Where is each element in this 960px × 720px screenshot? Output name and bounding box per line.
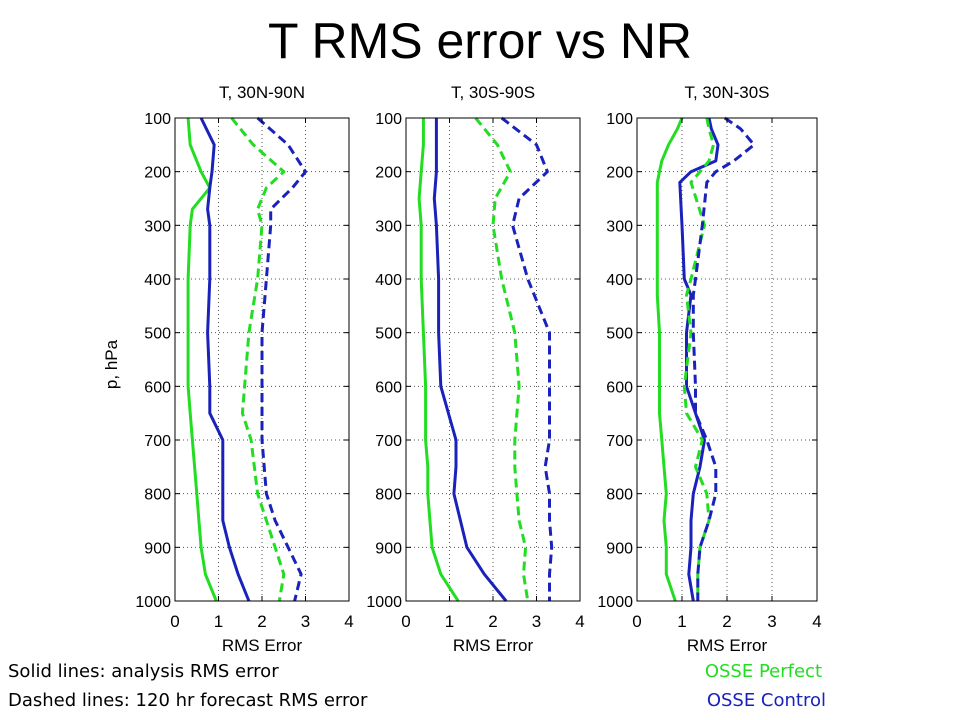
y-tick-label: 700 <box>144 433 171 450</box>
y-tick-label: 800 <box>375 487 402 504</box>
x-tick-label: 2 <box>488 612 497 631</box>
solid-line-osse-perfect <box>655 117 684 602</box>
slide-title: T RMS error vs NR <box>267 13 693 69</box>
legend-osse-control: OSSE Control <box>706 690 826 711</box>
y-tick-label: 500 <box>144 326 171 343</box>
y-tick-label: 100 <box>606 111 633 128</box>
y-tick-label: 300 <box>375 218 402 235</box>
y-tick-label: 300 <box>144 218 171 235</box>
x-tick-label: 3 <box>301 612 310 631</box>
y-tick-label: 200 <box>375 165 402 182</box>
dashed-line-osse-perfect <box>230 117 286 602</box>
x-tick-label: 0 <box>632 612 641 631</box>
y-tick-label: 100 <box>375 111 402 128</box>
x-tick-label: 3 <box>532 612 541 631</box>
y-tick-label: 1000 <box>135 594 171 611</box>
solid-line-osse-control <box>678 117 720 602</box>
x-axis-label: RMS Error <box>687 636 768 655</box>
x-tick-label: 1 <box>677 612 686 631</box>
x-axis-label: RMS Error <box>453 636 534 655</box>
y-tick-label: 400 <box>375 272 402 289</box>
y-tick-label: 900 <box>375 540 402 557</box>
x-tick-label: 4 <box>344 612 353 631</box>
dashed-line-osse-control <box>256 116 307 602</box>
y-tick-label: 200 <box>606 165 633 182</box>
x-tick-label: 2 <box>722 612 731 631</box>
panel-title: T, 30N-90N <box>219 83 305 102</box>
y-tick-label: 500 <box>606 326 633 343</box>
y-tick-label: 400 <box>606 272 633 289</box>
x-tick-label: 4 <box>575 612 584 631</box>
x-tick-label: 1 <box>445 612 454 631</box>
solid-line-osse-perfect <box>417 118 460 602</box>
solid-line-osse-perfect <box>186 117 218 602</box>
y-tick-label: 300 <box>606 218 633 235</box>
x-tick-label: 0 <box>401 612 410 631</box>
dashed-line-osse-control <box>500 116 554 601</box>
x-tick-label: 3 <box>767 612 776 631</box>
y-tick-label: 700 <box>606 433 633 450</box>
y-tick-label: 500 <box>375 326 402 343</box>
y-tick-label: 600 <box>375 379 402 396</box>
solid-line-osse-control <box>432 118 508 602</box>
y-tick-label: 400 <box>144 272 171 289</box>
y-tick-label: 600 <box>606 379 633 396</box>
x-axis-label: RMS Error <box>222 636 303 655</box>
x-tick-label: 1 <box>214 612 223 631</box>
y-axis-label: p, hPa <box>102 339 121 389</box>
y-tick-label: 900 <box>144 540 171 557</box>
y-tick-label: 200 <box>144 165 171 182</box>
panel-title: T, 30N-30S <box>684 83 769 102</box>
dashed-line-osse-perfect <box>474 117 530 602</box>
y-tick-label: 800 <box>606 487 633 504</box>
legend-osse-perfect: OSSE Perfect <box>704 661 822 682</box>
y-tick-label: 1000 <box>366 594 402 611</box>
solid-line-osse-control <box>199 117 251 602</box>
y-tick-label: 600 <box>144 379 171 396</box>
y-tick-label: 800 <box>144 487 171 504</box>
x-tick-label: 4 <box>812 612 821 631</box>
panel-title: T, 30S-90S <box>451 83 535 102</box>
y-tick-label: 100 <box>144 111 171 128</box>
note-dashed-lines: Dashed lines: 120 hr forecast RMS error <box>8 690 368 711</box>
x-tick-label: 2 <box>257 612 266 631</box>
dashed-line-osse-perfect <box>682 117 715 601</box>
note-solid-lines: Solid lines: analysis RMS error <box>8 661 279 682</box>
y-tick-label: 1000 <box>597 594 633 611</box>
y-tick-label: 900 <box>606 540 633 557</box>
x-tick-label: 0 <box>170 612 179 631</box>
y-tick-label: 700 <box>375 433 402 450</box>
